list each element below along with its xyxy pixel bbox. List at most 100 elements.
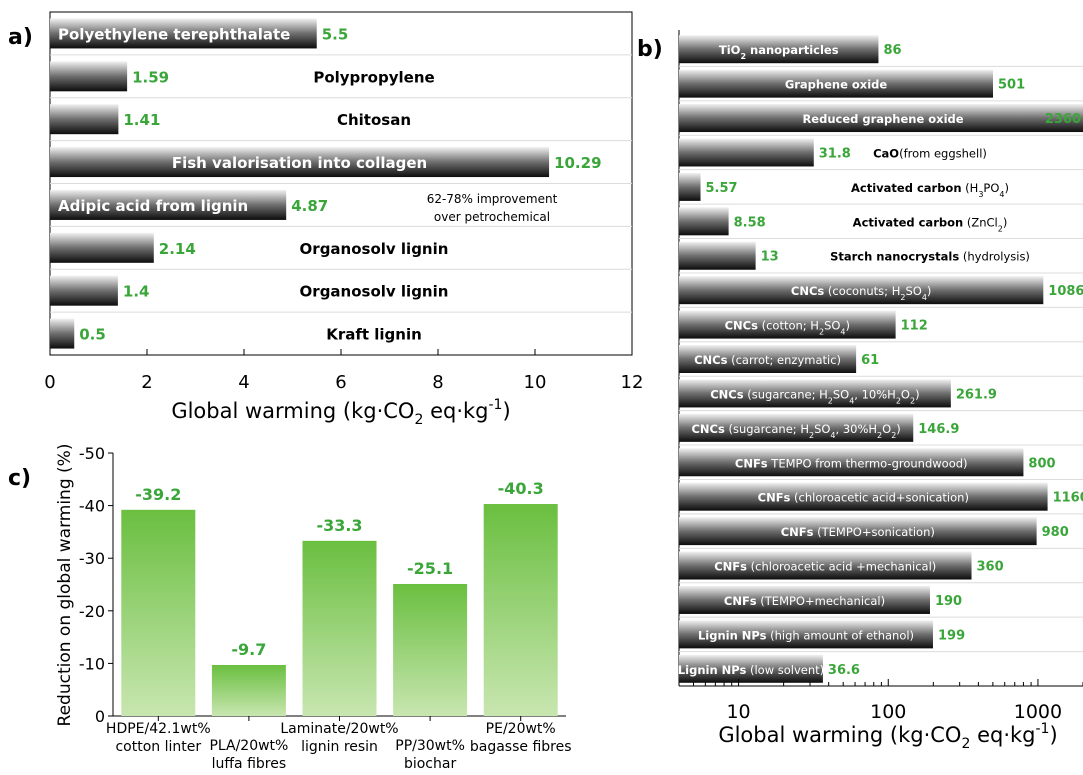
bar [211, 664, 286, 716]
panel-b-bars: 86 TiO2 nanoparticles 501 Graphene oxide 236… [678, 35, 1083, 683]
value-label: 0.5 [79, 326, 106, 344]
bar [50, 18, 317, 49]
bar [50, 275, 118, 306]
panel-a-x-ticks: 0 2 4 6 8 10 12 [44, 349, 643, 393]
category-label: Laminate/20wt% [280, 721, 398, 737]
category-label: CNFs TEMPO from thermo-groundwood) [735, 456, 968, 470]
bar [483, 504, 558, 716]
bar [679, 241, 756, 270]
category-label: PP/30wt% [395, 738, 465, 754]
category-label: Reduced graphene oxide [802, 112, 963, 126]
category-label: Organosolv lignin [300, 240, 449, 258]
panel-c: c) -39.2 -9.7 -33.3 -25.1 -40.3 HDPE/42.1wt%… [8, 444, 572, 772]
value-label: -33.3 [316, 516, 362, 535]
value-label: 800 [1028, 456, 1055, 471]
category-label: CNFs (TEMPO+sonication) [781, 525, 935, 539]
bar [679, 276, 1044, 305]
bar [679, 138, 814, 167]
panel-a-annotation-line-1: 62-78% improvement [427, 192, 558, 206]
panel-b: b) 86 TiO2 nanoparticles 501 Graphene oxide… [637, 30, 1083, 752]
category-label: lignin resin [301, 739, 378, 755]
category-label: PE/20wt% [486, 721, 556, 737]
category-label: Polypropylene [313, 68, 434, 86]
x-tick-label: 1000 [1014, 701, 1062, 723]
bar [302, 540, 377, 716]
x-tick-label: 6 [335, 372, 346, 393]
value-label: -39.2 [135, 485, 181, 504]
panel-c-y-axis-label: Reduction on global warming (%) [55, 444, 75, 727]
value-label: 5.57 [706, 181, 738, 196]
bar [50, 189, 287, 220]
bar [679, 482, 1048, 511]
category-label: luffa fibres [212, 756, 287, 772]
panel-b-xlabel-pre: Global warming (kg·CO [718, 723, 961, 747]
category-label: CNCs (carrot; enzymatic) [694, 353, 841, 367]
category-label: HDPE/42.1wt% [106, 721, 211, 737]
panel-a-bars: 5.5 Polyethylene terephthalate 1.59 Polypro… [50, 18, 602, 349]
category-label: CNCs (sugarcane; H2SO4, 30%H2O2) [691, 422, 900, 440]
category-label: cotton linter [115, 739, 201, 755]
bar [679, 413, 914, 442]
panel-a-xlabel-pre: Global warming (kg·CO [171, 399, 414, 423]
category-label: PLA/20wt% [209, 738, 288, 754]
panel-b-x-ticks: 10 100 1000 [693, 679, 1083, 723]
category-label: CNFs (chloroacetic acid +mechanical) [714, 560, 936, 574]
x-tick-label: 10 [524, 372, 547, 393]
value-label: 86 [883, 43, 901, 58]
panel-b-xlabel-post: ) [1049, 723, 1057, 747]
value-label: 31.8 [819, 146, 851, 161]
value-label: 8.58 [734, 215, 766, 230]
value-label: 199 [938, 628, 965, 643]
bar [50, 318, 75, 349]
bar [679, 35, 879, 64]
bar [393, 583, 468, 716]
category-label: Lignin NPs (low solvent) [678, 663, 824, 677]
bar [679, 620, 933, 649]
y-tick-label: -50 [79, 444, 105, 463]
value-label: 36.6 [828, 663, 860, 678]
category-label: Graphene oxide [785, 78, 888, 92]
category-label: Activated carbon (H3PO4) [851, 181, 1009, 199]
value-label: 1160 [1053, 491, 1083, 506]
value-label: 1.4 [123, 283, 150, 301]
bar [679, 551, 972, 580]
bar [679, 585, 930, 614]
panel-b-x-axis-label: Global warming (kg·CO2 eq·kg-1) [718, 721, 1057, 752]
panel-a-label: a) [8, 25, 33, 50]
bar [679, 207, 729, 236]
panel-b-xlabel-sup: -1 [1035, 721, 1049, 737]
value-label: 2.14 [159, 240, 196, 258]
panel-b-label: b) [637, 37, 663, 62]
bar [679, 69, 994, 98]
value-label: 190 [935, 594, 962, 609]
value-label: 1086 [1048, 284, 1083, 299]
category-label: Starch nanocrystals (hydrolysis) [830, 250, 1030, 264]
panel-a-xlabel-mid: eq·kg [423, 399, 488, 423]
bar [50, 104, 119, 135]
value-label: 4.87 [291, 197, 328, 215]
value-label: 10.29 [554, 154, 601, 172]
panel-a-xlabel-sup: -1 [488, 397, 502, 413]
panel-b-xlabel-sub: 2 [961, 736, 970, 752]
value-label: 112 [901, 319, 928, 334]
x-tick-label: 12 [621, 372, 644, 393]
value-label: 5.5 [322, 25, 349, 43]
y-tick-label: 0 [95, 707, 105, 726]
x-tick-label: 4 [238, 372, 249, 393]
y-tick-label: -40 [79, 497, 105, 516]
category-label: Kraft lignin [326, 326, 422, 344]
y-tick-label: -20 [79, 602, 105, 621]
category-label: CNCs (sugarcane; H2SO4, 10%H2O2) [710, 387, 919, 405]
panel-a-xlabel-sub: 2 [414, 412, 423, 428]
category-label: Chitosan [337, 111, 411, 129]
category-label: Polyethylene terephthalate [58, 25, 290, 43]
value-label: 501 [998, 78, 1025, 93]
category-label: Organosolv lignin [300, 283, 449, 301]
bar [679, 310, 896, 339]
panel-b-gridlines [679, 65, 1083, 653]
bar [679, 379, 951, 408]
panel-b-xlabel-mid: eq·kg [970, 723, 1035, 747]
panel-c-label: c) [8, 466, 31, 491]
value-label: 360 [977, 560, 1004, 575]
